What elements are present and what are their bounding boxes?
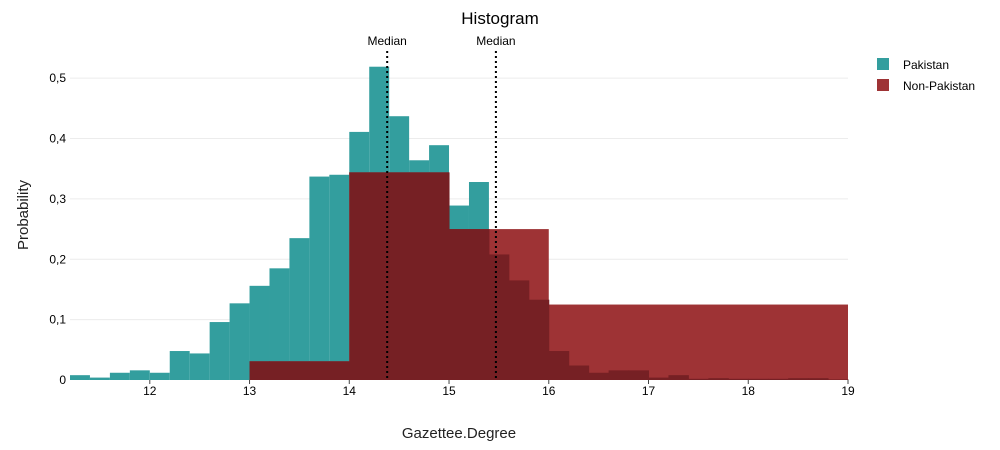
bar-overlap-9: [249, 361, 270, 380]
bar-overlap-29: [648, 377, 669, 380]
bar-pakistan-6: [189, 353, 210, 380]
bar-overlap-25: [568, 365, 590, 380]
legend[interactable]: Pakistan Non-Pakistan: [877, 58, 975, 93]
y-tick-label-4: 0,4: [49, 132, 66, 146]
y-tick-label-3: 0,3: [49, 192, 66, 206]
bar-overlap-19: [449, 229, 470, 380]
bar-overlap-16: [389, 172, 410, 380]
bar-overlap-23: [528, 299, 550, 380]
bar-pakistan-5: [169, 351, 190, 380]
bar-overlap-18: [429, 172, 450, 380]
bar-overlap-28: [628, 370, 650, 380]
bar-overlap-10: [269, 361, 290, 380]
bar-overlap-22: [508, 280, 530, 380]
legend-swatch-pakistan: [877, 58, 889, 70]
y-axis-ticks: 0 0,1 0,2 0,3 0,4 0,5: [49, 71, 66, 387]
bar-overlap-26: [588, 372, 610, 380]
bar-overlap-32: [708, 378, 729, 380]
x-tick-label-7: 19: [841, 384, 855, 398]
bar-pakistan-7: [209, 322, 230, 380]
bar-pakistan-1: [89, 377, 110, 380]
x-tick-label-2: 14: [343, 384, 357, 398]
bar-non-pakistan-3: [548, 304, 848, 380]
x-tick-label-4: 16: [542, 384, 556, 398]
bar-overlap-11: [289, 361, 310, 380]
bar-pakistan-10: [269, 268, 290, 380]
bar-pakistan-8: [229, 303, 250, 380]
bar-overlap-36: [788, 378, 809, 380]
bar-overlap-37: [808, 378, 829, 380]
bar-pakistan-2: [109, 372, 130, 380]
y-tick-label-2: 0,2: [49, 252, 66, 266]
bar-pakistan-13: [329, 174, 350, 380]
bar-pakistan-4: [149, 372, 170, 380]
bar-pakistan-12: [309, 176, 330, 380]
legend-label-non-pakistan: Non-Pakistan: [903, 79, 975, 93]
bar-pakistan-11: [289, 238, 310, 380]
y-tick-label-1: 0,1: [49, 313, 66, 327]
bar-overlap-13: [329, 361, 350, 380]
x-axis-title: Gazettee.Degree: [402, 425, 516, 442]
x-tick-label-1: 13: [243, 384, 257, 398]
x-tick-label-3: 15: [442, 384, 456, 398]
median-lines: Median Median: [368, 34, 516, 380]
bar-overlap-14: [349, 172, 370, 380]
overlap-region: [249, 172, 849, 380]
bar-pakistan-3: [129, 370, 150, 380]
bar-overlap-12: [309, 361, 330, 380]
bar-overlap-21: [488, 254, 510, 380]
legend-swatch-non-pakistan: [877, 79, 889, 91]
bar-overlap-35: [768, 378, 789, 380]
bar-overlap-17: [409, 172, 430, 380]
bar-pakistan-9: [249, 285, 270, 380]
median-label-0: Median: [368, 34, 407, 48]
bar-overlap-31: [688, 378, 709, 380]
bar-pakistan-0: [70, 375, 90, 380]
x-tick-label-6: 18: [742, 384, 756, 398]
bar-overlap-34: [748, 378, 769, 380]
y-tick-label-5: 0,5: [49, 71, 66, 85]
median-label-1: Median: [476, 34, 515, 48]
x-axis-ticks: 12 13 14 15 16 17 18 19: [143, 380, 855, 398]
x-tick-label-5: 17: [642, 384, 656, 398]
bar-overlap-27: [608, 370, 630, 380]
bar-overlap-38: [828, 379, 849, 380]
bar-overlap-33: [728, 378, 749, 380]
y-axis-title: Probability: [15, 179, 32, 250]
chart-title: Histogram: [461, 9, 538, 28]
bar-overlap-24: [548, 351, 570, 380]
bar-overlap-20: [468, 229, 490, 380]
bar-overlap-30: [668, 375, 689, 380]
bar-overlap-15: [369, 172, 390, 380]
legend-label-pakistan: Pakistan: [903, 58, 949, 72]
y-tick-label-0: 0: [59, 373, 66, 387]
x-tick-label-0: 12: [143, 384, 157, 398]
